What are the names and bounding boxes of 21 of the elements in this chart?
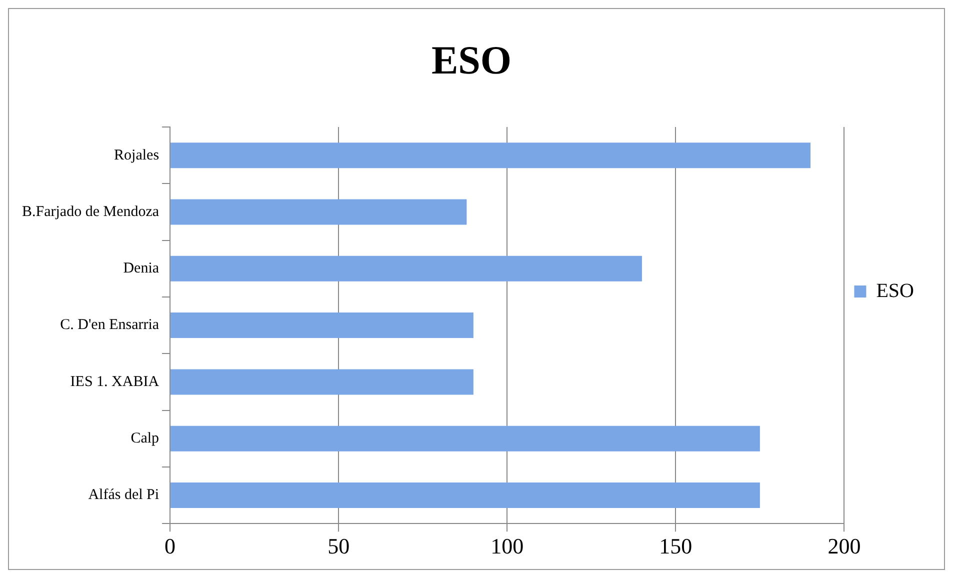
x-tick-label: 0 xyxy=(164,534,176,559)
y-tick-label: Denia xyxy=(123,260,160,277)
y-tick-label: Calp xyxy=(130,430,160,447)
bar xyxy=(170,199,467,225)
y-tick-label: C. D'en Ensarria xyxy=(60,317,160,334)
x-tick-label: 50 xyxy=(328,534,350,559)
chart-title: ESO xyxy=(431,37,512,82)
bar xyxy=(170,256,642,282)
bar xyxy=(170,426,760,452)
y-tick-label: Rojales xyxy=(114,147,160,164)
bar xyxy=(170,369,474,395)
x-tick-label: 200 xyxy=(828,534,861,559)
bar xyxy=(170,142,811,168)
y-tick-label: IES 1. XABIA xyxy=(70,374,160,390)
bar xyxy=(170,312,474,338)
x-tick-label: 100 xyxy=(490,534,524,559)
legend-label: ESO xyxy=(876,280,914,302)
y-tick-label: Alfás del Pi xyxy=(88,487,160,504)
x-tick-label: 150 xyxy=(659,534,692,559)
y-tick-label: B.Farjado de Mendoza xyxy=(22,204,160,220)
bar xyxy=(170,482,760,508)
